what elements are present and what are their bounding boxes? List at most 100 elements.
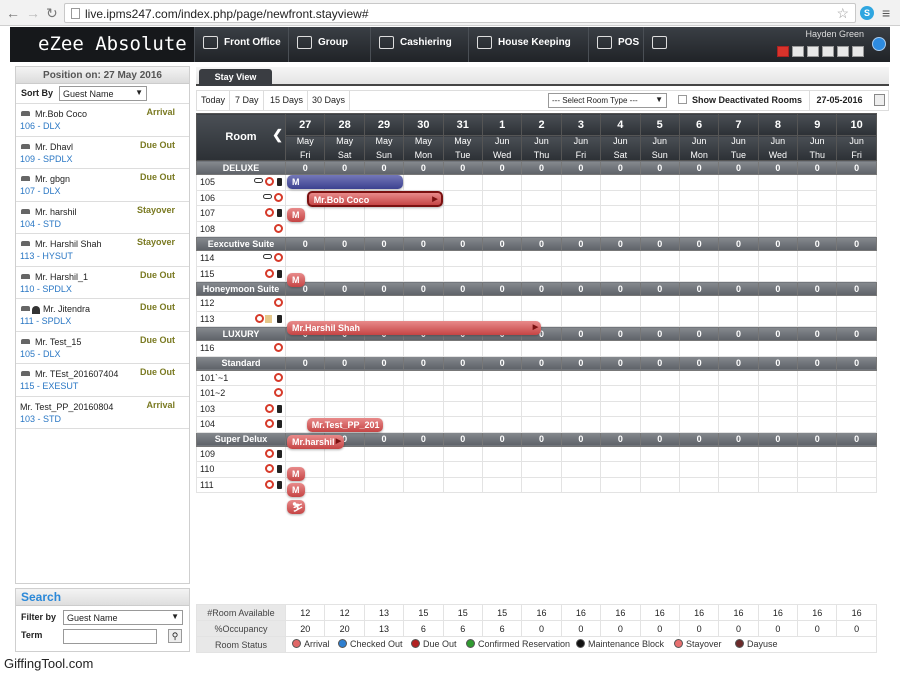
- prev-arrow-icon[interactable]: ❮: [272, 127, 283, 142]
- day-cell[interactable]: [757, 340, 799, 357]
- day-cell[interactable]: [560, 340, 602, 357]
- guest-room[interactable]: 115 - EXESUT: [20, 381, 79, 391]
- block-icon[interactable]: [274, 372, 283, 382]
- day-cell[interactable]: [718, 385, 759, 402]
- day-cell[interactable]: [836, 295, 877, 312]
- guest-item[interactable]: Mr. TEst_201607404 115 - EXESUT Due Out: [16, 364, 189, 397]
- day-cell[interactable]: [560, 295, 602, 312]
- range-7day[interactable]: 7 Day: [231, 91, 264, 110]
- day-cell[interactable]: [363, 369, 405, 386]
- guest-room[interactable]: 105 - DLX: [20, 348, 61, 359]
- day-cell[interactable]: [324, 369, 365, 386]
- day-cell[interactable]: [678, 220, 720, 237]
- day-cell[interactable]: [836, 174, 877, 191]
- day-cell[interactable]: [363, 400, 405, 417]
- day-cell[interactable]: [442, 461, 483, 478]
- day-cell[interactable]: [560, 174, 602, 191]
- day-cell[interactable]: [363, 220, 405, 237]
- room-cell[interactable]: 113: [196, 310, 286, 327]
- day-cell[interactable]: [678, 189, 720, 206]
- reservation-bar[interactable]: Mr.Harshil Shah ▶: [287, 321, 542, 335]
- day-cell[interactable]: [718, 205, 759, 222]
- day-cell[interactable]: [836, 340, 877, 357]
- day-cell[interactable]: [678, 400, 720, 417]
- guest-room[interactable]: 103 - STD: [20, 413, 62, 424]
- day-cell[interactable]: [324, 400, 365, 417]
- day-cell[interactable]: [521, 220, 562, 237]
- day-cell[interactable]: [560, 385, 602, 402]
- day-cell[interactable]: [678, 174, 720, 191]
- day-cell[interactable]: [639, 295, 680, 312]
- day-cell[interactable]: [757, 250, 799, 267]
- day-cell[interactable]: [600, 369, 641, 386]
- day-cell[interactable]: [757, 369, 799, 386]
- day-cell[interactable]: [836, 461, 877, 478]
- day-cell[interactable]: [600, 220, 641, 237]
- day-cell[interactable]: [324, 205, 365, 222]
- day-cell[interactable]: [757, 385, 799, 402]
- day-cell[interactable]: [481, 445, 523, 462]
- day-cell[interactable]: [600, 250, 641, 267]
- day-cell[interactable]: [757, 189, 799, 206]
- day-cell[interactable]: [481, 369, 523, 386]
- day-cell[interactable]: [600, 189, 641, 206]
- day-cell[interactable]: [560, 310, 602, 327]
- day-cell[interactable]: [363, 250, 405, 267]
- day-cell[interactable]: [284, 340, 326, 357]
- day-cell[interactable]: [797, 265, 838, 282]
- block-icon[interactable]: [274, 223, 283, 233]
- day-cell[interactable]: [678, 445, 720, 462]
- block-icon[interactable]: [265, 479, 274, 489]
- guest-room[interactable]: 110 - SPDLX: [20, 283, 72, 294]
- day-cell[interactable]: [797, 445, 838, 462]
- link-icon[interactable]: [263, 193, 272, 199]
- lock-icon[interactable]: [277, 209, 282, 217]
- day-cell[interactable]: [284, 385, 326, 402]
- day-cell[interactable]: [521, 476, 562, 493]
- day-cell[interactable]: [284, 369, 326, 386]
- day-cell[interactable]: [600, 340, 641, 357]
- day-cell[interactable]: [836, 400, 877, 417]
- day-cell[interactable]: [797, 205, 838, 222]
- day-cell[interactable]: [521, 340, 562, 357]
- deactivated-checkbox[interactable]: [678, 95, 687, 104]
- day-cell[interactable]: [560, 189, 602, 206]
- day-cell[interactable]: [363, 340, 405, 357]
- reservation-bar[interactable]: M: [287, 483, 305, 497]
- day-cell[interactable]: [600, 461, 641, 478]
- forward-icon[interactable]: →: [26, 5, 40, 21]
- room-cell[interactable]: 110: [196, 461, 286, 478]
- tab-stay-view[interactable]: Stay View: [199, 69, 272, 86]
- guest-item[interactable]: Mr. Harshil_1 110 - SPDLX Due Out: [16, 267, 189, 299]
- day-cell[interactable]: [521, 250, 562, 267]
- day-cell[interactable]: [442, 416, 483, 433]
- guest-item[interactable]: Mr. Dhavl 109 - SPDLX Due Out: [16, 137, 189, 169]
- room-cell[interactable]: 115: [196, 265, 286, 282]
- grid-icon[interactable]: [807, 46, 819, 57]
- reservation-bar[interactable]: M: [287, 207, 305, 222]
- reload-icon[interactable]: ↻: [46, 5, 58, 21]
- day-cell[interactable]: [718, 445, 759, 462]
- day-cell[interactable]: [678, 205, 720, 222]
- day-cell[interactable]: [639, 205, 680, 222]
- day-cell[interactable]: [678, 295, 720, 312]
- day-cell[interactable]: [600, 310, 641, 327]
- day-cell[interactable]: [521, 369, 562, 386]
- day-cell[interactable]: [718, 220, 759, 237]
- block-icon[interactable]: [265, 177, 274, 186]
- day-cell[interactable]: [757, 220, 799, 237]
- skype-icon[interactable]: S: [860, 6, 874, 20]
- day-cell[interactable]: [560, 250, 602, 267]
- room-cell[interactable]: 106: [196, 189, 286, 206]
- day-cell[interactable]: [639, 385, 680, 402]
- day-cell[interactable]: [403, 369, 444, 386]
- reservation-bar[interactable]: Mr.harshil ▶: [287, 434, 345, 449]
- date-field[interactable]: 27-05-2016: [809, 91, 869, 110]
- day-cell[interactable]: [836, 416, 877, 433]
- day-cell[interactable]: [600, 385, 641, 402]
- day-cell[interactable]: [757, 400, 799, 417]
- bookmark-star-icon[interactable]: ☆: [836, 5, 849, 21]
- day-cell[interactable]: [718, 250, 759, 267]
- day-cell[interactable]: [639, 476, 680, 493]
- day-cell[interactable]: [600, 205, 641, 222]
